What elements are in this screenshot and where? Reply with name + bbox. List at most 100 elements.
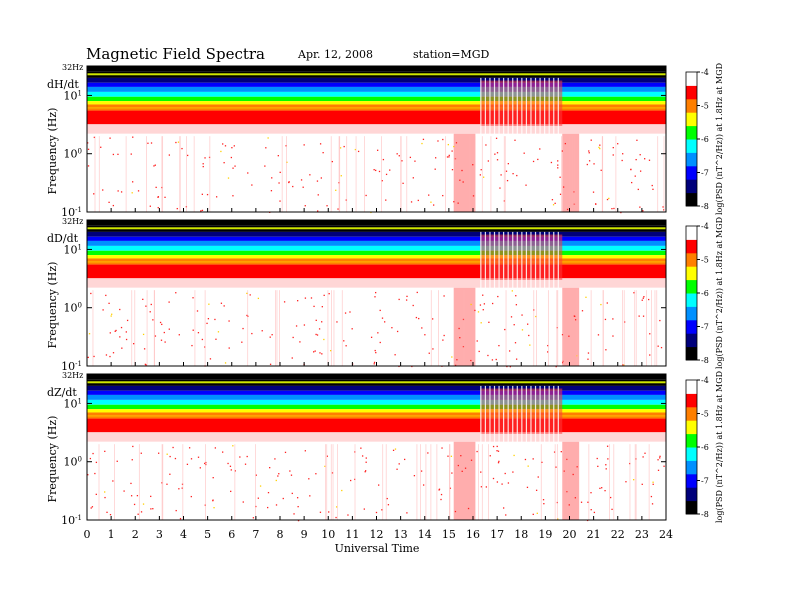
speckle [438, 489, 440, 491]
speckle [427, 452, 429, 454]
streak [469, 136, 471, 212]
speckle [304, 450, 306, 452]
colorbar-dd-dt: -4 -5 -6 -7 -8 [685, 222, 709, 365]
speckle [315, 319, 317, 321]
speckle [451, 356, 453, 358]
x-tick-label: 12 [370, 528, 384, 541]
speckle [354, 148, 357, 151]
speckle [87, 142, 89, 144]
speckle [447, 143, 449, 146]
speckle [291, 492, 293, 495]
speckle [611, 208, 613, 210]
speckle [220, 150, 222, 153]
streak [602, 136, 604, 212]
speckle [175, 509, 177, 512]
speckle [297, 519, 300, 522]
streak [161, 444, 163, 520]
disturbed-stripe [493, 385, 496, 520]
speckle [458, 327, 460, 330]
streak [656, 290, 658, 366]
disturbed-stripe [525, 77, 528, 212]
speckle [642, 456, 644, 458]
streak [663, 136, 665, 212]
speckle [659, 457, 661, 459]
speckle [512, 471, 514, 473]
speckle [289, 470, 291, 472]
speckle [527, 323, 529, 325]
speckle [169, 473, 171, 475]
speckle [451, 169, 454, 171]
freq-band [87, 264, 666, 279]
speckle [161, 323, 163, 326]
speckle [163, 331, 165, 334]
streak [488, 444, 489, 520]
speckle [373, 361, 376, 364]
speckle [496, 152, 499, 154]
speckle [282, 497, 284, 500]
speckle [600, 169, 602, 171]
colorbar-segment [686, 333, 697, 348]
speckle [543, 503, 545, 505]
speckle [120, 326, 123, 329]
streak [406, 136, 408, 212]
speckle [89, 457, 92, 460]
streak [562, 444, 564, 520]
speckle [212, 477, 214, 479]
speckle [438, 488, 441, 490]
y-ticks: 101 100 10-1 [61, 397, 666, 527]
speckle [215, 338, 217, 340]
speckle [474, 309, 476, 312]
speckle [434, 168, 436, 170]
speckle [482, 309, 484, 311]
speckle [157, 206, 159, 209]
speckle [168, 154, 171, 156]
streak [651, 290, 652, 366]
speckle [547, 351, 549, 353]
speckle [142, 503, 145, 505]
speckle [361, 455, 364, 457]
y-ticks: 101 100 10-1 [61, 89, 666, 219]
speckle [335, 516, 337, 519]
speckle [477, 311, 480, 313]
speckle [154, 335, 157, 337]
speckle [314, 350, 316, 352]
x-tick-label: 1 [108, 528, 115, 541]
speckle [142, 298, 144, 301]
speckle [279, 200, 281, 202]
colorbar-tick-label: -6 [701, 443, 709, 452]
streak [645, 290, 647, 366]
speckle [215, 196, 218, 198]
speckle [449, 487, 452, 489]
speckle [553, 451, 556, 453]
colorbar-tick-label: -5 [701, 102, 709, 111]
speckle [232, 445, 234, 447]
speckle [131, 459, 133, 461]
speckle [590, 139, 592, 141]
speckle [132, 181, 134, 183]
colorbar-segment [686, 393, 697, 408]
speckle [364, 471, 366, 473]
disturbed-stripe [521, 77, 523, 212]
speckle [507, 163, 509, 165]
speckle [130, 495, 133, 497]
speckle [323, 338, 325, 341]
speckle [166, 483, 168, 485]
disturbed-stripe [534, 385, 537, 520]
x-tick-label: 20 [563, 528, 577, 541]
speckle [330, 349, 332, 352]
speckle [93, 355, 95, 358]
speckle [320, 177, 322, 179]
speckle [178, 334, 180, 336]
speckle [497, 450, 500, 452]
streak [654, 290, 656, 366]
speckle [217, 331, 220, 333]
disturbed-stripe [557, 385, 559, 520]
speckle [119, 336, 121, 338]
speckle [385, 173, 388, 176]
speckle [659, 319, 661, 322]
streak [425, 444, 427, 520]
disturbed-stripe [516, 231, 518, 366]
streak [146, 136, 147, 212]
disturbed-stripe [548, 77, 550, 212]
